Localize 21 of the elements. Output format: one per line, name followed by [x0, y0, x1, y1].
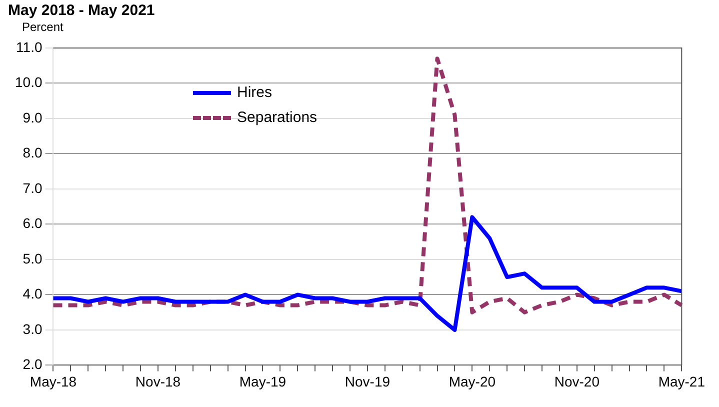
y-tick-label: 6.0: [22, 215, 42, 232]
y-tick-label: 8.0: [22, 144, 42, 161]
legend-label: Separations: [237, 109, 318, 126]
x-tick-label: May-18: [30, 373, 77, 390]
y-tick-label: 9.0: [22, 109, 42, 126]
x-tick-label: May-21: [658, 373, 706, 390]
y-tick-label: 4.0: [22, 286, 42, 302]
y-tick-label: 11.0: [16, 38, 42, 55]
y-axis-title: Percent: [22, 20, 64, 34]
x-tick-label: May-19: [239, 373, 286, 390]
x-tick-label: May-20: [448, 373, 496, 390]
x-tick-label: Nov-19: [344, 373, 390, 390]
x-tick-label: Nov-18: [135, 373, 181, 390]
y-tick-label: 7.0: [22, 180, 42, 196]
chart-title: May 2018 - May 2021: [8, 2, 156, 20]
legend-label: Hires: [237, 84, 272, 101]
y-tick-label: 10.0: [15, 74, 42, 90]
y-tick-label: 3.0: [22, 320, 42, 337]
x-tick-label: Nov-20: [554, 373, 600, 390]
y-tick-label: 5.0: [22, 250, 42, 266]
y-tick-label: 2.0: [22, 356, 42, 372]
